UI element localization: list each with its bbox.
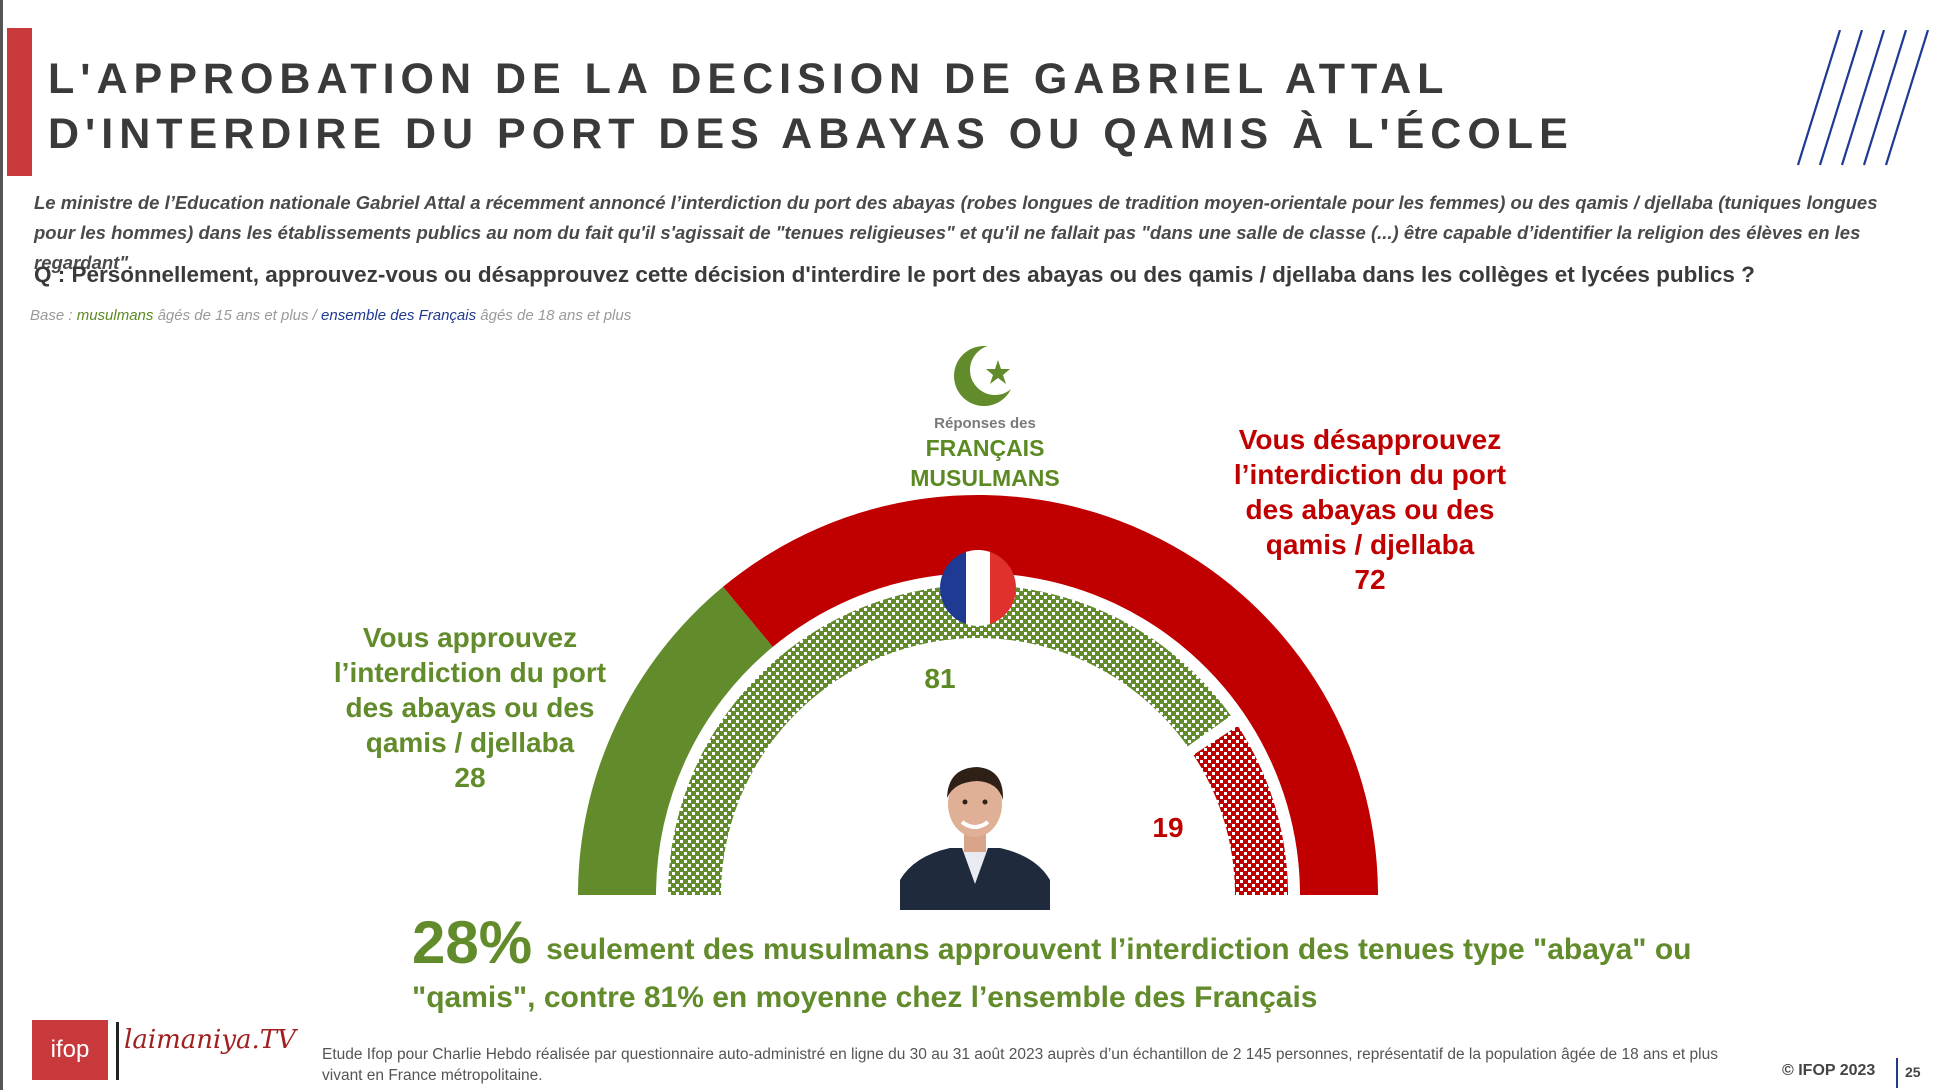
logo-separator (116, 1022, 119, 1080)
base-prefix: Base : (30, 307, 77, 324)
title-accent-bar (7, 28, 32, 176)
arc-musulmans-approve (578, 586, 773, 895)
survey-question: Q : Personnellement, approuvez-vous ou d… (34, 262, 1755, 287)
base-note: Base : musulmans âgés de 15 ans et plus … (30, 307, 631, 324)
disapprove-line-4: qamis / djellaba (1265, 529, 1475, 560)
disapprove-line-1: Vous désapprouvez (1238, 424, 1502, 455)
base-muslims: musulmans (76, 307, 154, 324)
disapprove-label: Vous désapprouvez l’interdiction du port… (1200, 422, 1540, 597)
ifop-logo: ifop (32, 1020, 108, 1080)
page-title: L'APPROBATION DE LA DECISION DE GABRIEL … (48, 55, 1574, 158)
headline-text: seulement des musulmans approuvent l’int… (546, 933, 1692, 966)
base-french-suffix: âgés de 18 ans et plus (476, 307, 632, 324)
footnote: Etude Ifop pour Charlie Hebdo réalisée p… (322, 1046, 1718, 1084)
corner-hatch-decoration (1796, 30, 1930, 166)
approve-line-1: Vous approuvez (362, 622, 578, 653)
france-flag-icon (940, 550, 1016, 626)
all-approve-value: 81 (924, 663, 956, 694)
approve-value: 28 (454, 762, 486, 793)
copyright: © IFOP 2023 (1782, 1062, 1876, 1079)
respondents-line1: FRANÇAIS (925, 435, 1045, 461)
approve-label: Vous approuvez l’interdiction du port de… (310, 620, 630, 795)
page-number-separator (1896, 1058, 1898, 1088)
approve-line-4: qamis / djellaba (365, 727, 575, 758)
all-disapprove-value: 19 (1152, 812, 1184, 843)
laimaniya-logo: laimaniya.TV (124, 1025, 296, 1055)
crescent-star-icon (954, 345, 1020, 406)
arc-ensemble-approve (668, 584, 1231, 895)
arc-ensemble-disapprove (1193, 725, 1288, 895)
disapprove-line-2: l’interdiction du port (1233, 459, 1507, 490)
respondents-label-big: FRANÇAIS MUSULMANS (880, 433, 1090, 493)
page-number: 25 (1905, 1064, 1921, 1080)
left-border-rule (0, 0, 3, 1090)
approve-line-2: l’interdiction du port (333, 657, 607, 688)
headline: 28% seulement des musulmans approuvent l’… (412, 908, 1762, 1015)
intro-text: Le ministre de l’Education nationale Gab… (34, 192, 1878, 273)
disapprove-value: 72 (1354, 564, 1386, 595)
base-french: ensemble des Français (321, 307, 477, 324)
approve-line-3: des abayas ou des (345, 692, 595, 723)
respondents-label-small: Réponses des (934, 415, 1036, 432)
base-muslims-suffix: âgés de 15 ans et plus / (153, 307, 322, 324)
minister-portrait (900, 752, 1050, 910)
disapprove-line-3: des abayas ou des (1245, 494, 1495, 525)
arc-musulmans-disapprove (723, 494, 1378, 895)
respondents-line2: MUSULMANS (910, 465, 1060, 491)
headline-line2: "qamis", contre 81% en moyenne chez l’en… (412, 981, 1318, 1014)
headline-percent: 28% (412, 909, 533, 976)
